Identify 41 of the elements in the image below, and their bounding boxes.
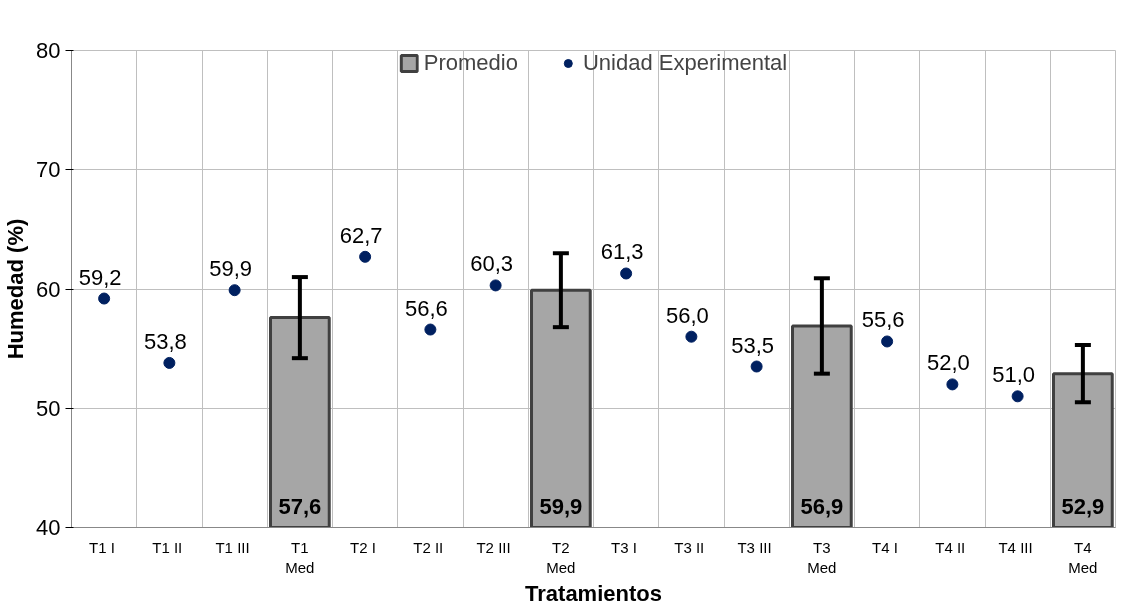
y-axis-title: Humedad (%) <box>3 218 29 360</box>
x-tick-label: T4 I <box>872 538 898 556</box>
y-tick-label: 60 <box>36 276 61 302</box>
x-tick-label: T3 II <box>674 538 705 556</box>
x-tick-label: T1 Med <box>285 538 315 576</box>
x-tick-label: T3 Med <box>807 538 837 576</box>
data-label: 55,6 <box>861 307 905 333</box>
x-tick-label: T2 I <box>350 538 376 556</box>
x-tick-label: T2 II <box>413 538 444 556</box>
x-tick-label: T4 II <box>935 538 966 556</box>
x-tick-label: T1 I <box>89 538 115 556</box>
data-label: 56,6 <box>404 295 448 321</box>
data-label: 62,7 <box>339 222 383 248</box>
data-label: 56,9 <box>800 493 844 519</box>
data-label: 56,0 <box>665 302 709 328</box>
data-label: 57,6 <box>278 493 322 519</box>
data-label: 52,9 <box>1061 493 1105 519</box>
x-tick-label: T4 Med <box>1068 538 1098 576</box>
data-label: 51,0 <box>992 362 1036 388</box>
data-label: 53,8 <box>143 328 187 354</box>
data-label: 52,0 <box>926 350 970 376</box>
x-tick-label: T1 II <box>152 538 183 556</box>
y-tick-label: 50 <box>36 395 61 421</box>
legend-label: Promedio <box>423 50 518 76</box>
data-label: 59,9 <box>209 256 253 282</box>
legend-label: Unidad Experimental <box>582 50 788 76</box>
y-tick-label: 80 <box>36 38 61 63</box>
data-label: 59,2 <box>78 264 122 290</box>
data-label: 59,9 <box>539 493 583 519</box>
x-tick-label: T3 I <box>611 538 637 556</box>
x-tick-label: T3 III <box>737 538 772 556</box>
data-label: 53,5 <box>731 332 775 358</box>
x-axis-title: Tratamientos <box>525 580 662 606</box>
y-tick-label: 40 <box>36 515 61 540</box>
x-tick-label: T2 III <box>476 538 511 556</box>
data-label: 60,3 <box>470 251 514 277</box>
y-tick-label: 70 <box>36 157 61 183</box>
data-label: 61,3 <box>600 239 644 265</box>
x-tick-label: T2 Med <box>546 538 576 576</box>
x-tick-label: T4 III <box>998 538 1033 556</box>
x-tick-label: T1 III <box>215 538 250 556</box>
